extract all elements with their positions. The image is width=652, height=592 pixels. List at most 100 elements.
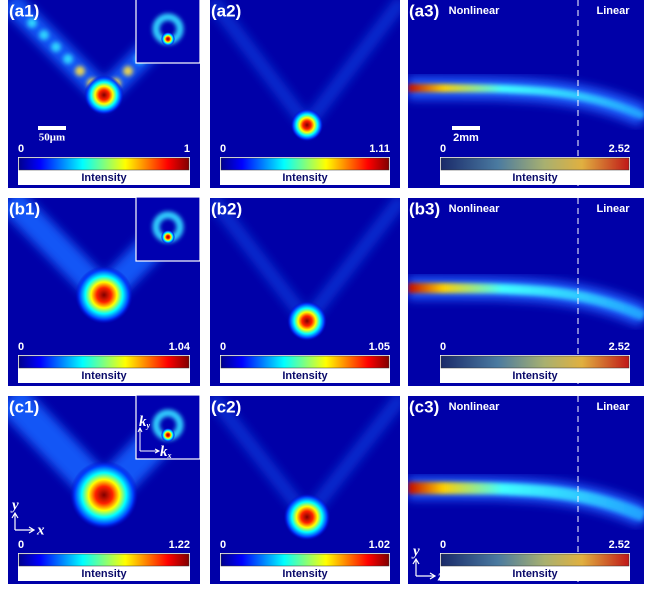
panel-label: (b3) bbox=[409, 199, 440, 218]
axis-horizontal: z bbox=[437, 568, 444, 584]
colorbar-min: 0 bbox=[440, 341, 446, 353]
colorbar-min: 0 bbox=[440, 539, 446, 551]
colorbar bbox=[440, 355, 630, 369]
panel: (a1) 0 1 Intensity 50μm bbox=[8, 0, 201, 188]
inset bbox=[135, 196, 201, 262]
intensity-image bbox=[408, 396, 644, 584]
colorbar-max: 1 bbox=[184, 143, 190, 155]
panel: (a2) 0 1.11 Intensity bbox=[210, 0, 400, 188]
colorbar-label: Intensity bbox=[282, 568, 328, 580]
axis-base: k bbox=[139, 414, 147, 430]
panel: (c2) 0 1.02 Intensity bbox=[210, 396, 400, 584]
inset-spot bbox=[161, 428, 175, 442]
scale-bar-label: 2mm bbox=[453, 132, 479, 144]
axis-horizontal: x bbox=[36, 522, 45, 538]
colorbar-min: 0 bbox=[220, 143, 226, 155]
panel-label: (b2) bbox=[211, 199, 242, 218]
colorbar-min: 0 bbox=[18, 143, 24, 155]
intensity-image bbox=[210, 396, 400, 584]
intensity-image bbox=[408, 0, 644, 188]
colorbar bbox=[18, 157, 190, 171]
colorbar bbox=[440, 157, 630, 171]
panel: Nonlinear Linear (a3) 0 2.52 Intensity 2mm bbox=[408, 0, 644, 188]
colorbar-min: 0 bbox=[440, 143, 446, 155]
panel: Nonlinear Linear (b3) 0 2.52 Intensity bbox=[408, 198, 644, 386]
axis-sub: x bbox=[167, 451, 172, 460]
colorbar-max: 2.52 bbox=[609, 143, 630, 155]
panel-label: (a2) bbox=[211, 1, 241, 20]
colorbar-label: Intensity bbox=[282, 370, 328, 382]
axis-vertical: y bbox=[10, 497, 19, 513]
central-spot bbox=[287, 301, 327, 341]
colorbar-min: 0 bbox=[220, 341, 226, 353]
colorbar-min: 0 bbox=[220, 539, 226, 551]
inset-spot bbox=[161, 230, 175, 244]
central-spot bbox=[69, 460, 139, 530]
colorbar-min: 0 bbox=[18, 539, 24, 551]
scale-bar bbox=[452, 126, 480, 130]
panel-label: (c3) bbox=[409, 397, 439, 416]
colorbar-max: 1.02 bbox=[369, 539, 390, 551]
inset bbox=[135, 0, 201, 64]
region-label: Linear bbox=[596, 401, 630, 413]
scale-bar-label: 50μm bbox=[39, 132, 65, 144]
intensity-image bbox=[210, 198, 400, 386]
colorbar-label: Intensity bbox=[81, 568, 127, 580]
axis-base: k bbox=[160, 444, 168, 460]
region-label: Nonlinear bbox=[449, 401, 500, 413]
colorbar bbox=[18, 355, 190, 369]
colorbar bbox=[220, 355, 390, 369]
colorbar-min: 0 bbox=[18, 341, 24, 353]
region-label: Linear bbox=[596, 5, 630, 17]
fringe bbox=[51, 42, 61, 52]
intensity-image bbox=[210, 0, 400, 188]
intensity-image bbox=[408, 198, 644, 386]
colorbar bbox=[440, 553, 630, 567]
region-label: Linear bbox=[596, 203, 630, 215]
beam bbox=[408, 283, 644, 321]
region-label: Nonlinear bbox=[449, 203, 500, 215]
panel: Nonlinear Linear (c3) 0 2.52 Intensity y z bbox=[408, 396, 644, 584]
colorbar-max: 1.11 bbox=[369, 143, 390, 155]
region-label: Nonlinear bbox=[449, 5, 500, 17]
axis-vertical: y bbox=[411, 543, 420, 559]
colorbar-max: 1.22 bbox=[169, 539, 190, 551]
axis-arrows bbox=[412, 557, 437, 580]
fringe bbox=[123, 66, 133, 76]
colorbar-max: 1.04 bbox=[169, 341, 191, 353]
scale-bar bbox=[38, 126, 66, 130]
colorbar bbox=[220, 553, 390, 567]
beam bbox=[408, 84, 644, 120]
inset-axis-vertical: ky bbox=[139, 414, 151, 430]
colorbar-max: 2.52 bbox=[609, 539, 630, 551]
colorbar-label: Intensity bbox=[512, 172, 558, 184]
central-spot bbox=[84, 75, 124, 115]
inset-axis-horizontal: kx bbox=[160, 444, 172, 460]
panel: (b2) 0 1.05 Intensity bbox=[210, 198, 400, 386]
panel-label: (b1) bbox=[9, 199, 40, 218]
colorbar bbox=[220, 157, 390, 171]
fringe bbox=[75, 66, 85, 76]
inset-spot bbox=[161, 32, 175, 46]
fringe bbox=[63, 54, 73, 64]
beam bbox=[408, 482, 644, 522]
panel-label: (a1) bbox=[9, 1, 39, 20]
central-spot bbox=[283, 493, 331, 541]
inset bbox=[135, 394, 201, 460]
panel-label: (c1) bbox=[9, 397, 39, 416]
fringe bbox=[39, 30, 49, 40]
central-spot bbox=[75, 266, 133, 324]
fringe bbox=[27, 18, 37, 28]
colorbar-label: Intensity bbox=[282, 172, 328, 184]
inset-arrows bbox=[137, 426, 161, 454]
colorbar-max: 1.05 bbox=[369, 341, 390, 353]
colorbar bbox=[18, 553, 190, 567]
panel-label: (c2) bbox=[211, 397, 241, 416]
colorbar-label: Intensity bbox=[81, 370, 127, 382]
panel: (b1) 0 1.04 Intensity bbox=[8, 196, 201, 386]
axis-arrows bbox=[11, 511, 36, 534]
colorbar-max: 2.52 bbox=[609, 341, 630, 353]
panel-label: (a3) bbox=[409, 1, 439, 20]
